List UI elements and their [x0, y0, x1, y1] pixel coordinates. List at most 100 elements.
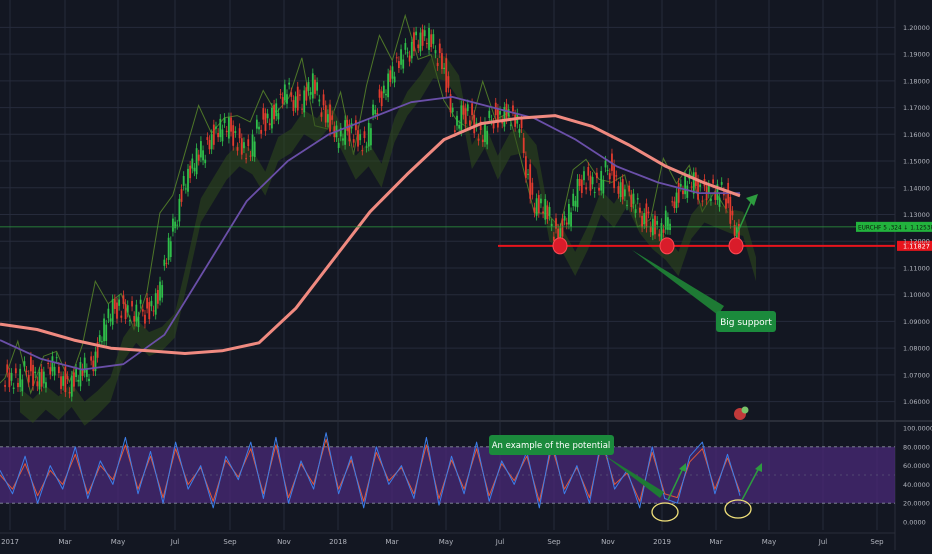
- candle-body: [667, 217, 669, 230]
- y-tick-label: 1.13000: [903, 211, 930, 219]
- candle-body: [473, 115, 476, 134]
- candle-body: [326, 114, 329, 123]
- candle-body: [623, 189, 626, 197]
- candle-body: [53, 366, 56, 376]
- candle-body: [14, 368, 17, 374]
- x-tick-label: Jul: [170, 538, 180, 546]
- candle-body: [286, 94, 288, 104]
- candle-body: [161, 285, 164, 298]
- candle-body: [391, 66, 394, 79]
- candle-body: [329, 104, 331, 132]
- candle-body: [486, 130, 489, 145]
- candle-body: [17, 382, 19, 388]
- y-tick-label: 1.16000: [903, 131, 930, 139]
- candle-body: [172, 218, 174, 232]
- candle-body: [27, 374, 30, 383]
- y-tick-label: 1.09000: [903, 318, 930, 326]
- candle-body: [296, 86, 299, 111]
- support-touch-marker: [728, 237, 744, 255]
- candle-body: [738, 224, 740, 248]
- candle-body: [288, 82, 291, 85]
- oscillator-projection-arrowhead: [755, 463, 762, 472]
- osc-y-tick-label: 0.0000: [903, 519, 926, 527]
- overlay-layer: EURCHF 5 ,324 ↓ 1.12538 1.11827: [0, 194, 932, 255]
- candle-body: [202, 150, 204, 161]
- x-tick-label: 2017: [1, 538, 19, 546]
- candle-body: [245, 158, 248, 160]
- candle-body: [34, 371, 37, 374]
- candle-body: [716, 184, 719, 200]
- candle-body: [645, 203, 648, 228]
- candle-body: [116, 302, 118, 319]
- candle-body: [512, 105, 514, 112]
- candle-body: [75, 368, 77, 378]
- candle-body: [367, 122, 370, 147]
- candle-body: [227, 117, 230, 139]
- candle-body: [324, 105, 327, 123]
- oscillator-projection-arrowhead: [679, 463, 686, 472]
- candle-body: [395, 57, 398, 59]
- candle-body: [118, 299, 121, 306]
- candle-body: [122, 295, 125, 304]
- x-tick-label: May: [762, 538, 776, 546]
- candle-body: [62, 376, 65, 386]
- candle-body: [425, 43, 428, 45]
- candle-body: [507, 109, 510, 117]
- candle-body: [677, 182, 680, 203]
- candle-body: [634, 209, 637, 213]
- candle-body: [415, 31, 418, 36]
- candle-body: [251, 134, 254, 157]
- candle-body: [57, 366, 60, 374]
- osc-y-tick-label: 80.0000: [903, 443, 930, 451]
- x-tick-label: 2018: [329, 538, 347, 546]
- candle-body: [382, 85, 385, 94]
- candle-body: [311, 73, 314, 99]
- candle-body: [19, 368, 22, 388]
- candle-body: [217, 132, 220, 138]
- candle-body: [423, 30, 426, 37]
- candle-body: [729, 196, 732, 224]
- candle-body: [376, 113, 379, 116]
- candle-body: [189, 165, 192, 179]
- candle-body: [191, 158, 194, 169]
- candle-body: [107, 308, 110, 319]
- candle-body: [81, 368, 84, 376]
- candle-body: [587, 167, 590, 176]
- candle-body: [8, 372, 11, 388]
- candle-body: [484, 122, 486, 143]
- medium-moving-average-line: [0, 96, 740, 371]
- candle-body: [389, 70, 392, 82]
- candle-body: [6, 364, 9, 373]
- potential-callout-text: An example of the potential: [492, 441, 611, 451]
- candle-body: [456, 115, 458, 126]
- candle-body: [593, 191, 596, 193]
- candle-body: [38, 372, 41, 390]
- candle-body: [339, 127, 342, 137]
- candle-body: [79, 362, 82, 387]
- alert-badge-dot-icon: [741, 406, 749, 414]
- candle-body: [490, 119, 493, 121]
- candle-body: [443, 67, 445, 70]
- candle-body: [200, 141, 202, 158]
- candle-body: [277, 113, 280, 120]
- x-tick-label: May: [439, 538, 453, 546]
- candle-body: [531, 182, 534, 195]
- candle-body: [141, 309, 144, 312]
- candle-body: [393, 76, 396, 83]
- candle-body: [210, 134, 213, 150]
- candle-body: [88, 378, 90, 382]
- candle-body: [275, 103, 278, 117]
- x-tick-label: Jul: [495, 538, 505, 546]
- candle-body: [4, 385, 6, 387]
- support-touch-marker: [659, 237, 675, 255]
- axis-layer: 2017 Mar May Jul Sep Nov 2018 Mar May Jul Sep Nov 20…: [1, 24, 932, 546]
- candle-body: [187, 168, 189, 192]
- candle-body: [570, 212, 572, 227]
- candle-body: [32, 364, 34, 386]
- candle-body: [662, 229, 665, 233]
- candle-body: [182, 176, 185, 186]
- candle-body: [150, 300, 153, 307]
- candle-body: [469, 120, 471, 126]
- candle-body: [294, 96, 297, 108]
